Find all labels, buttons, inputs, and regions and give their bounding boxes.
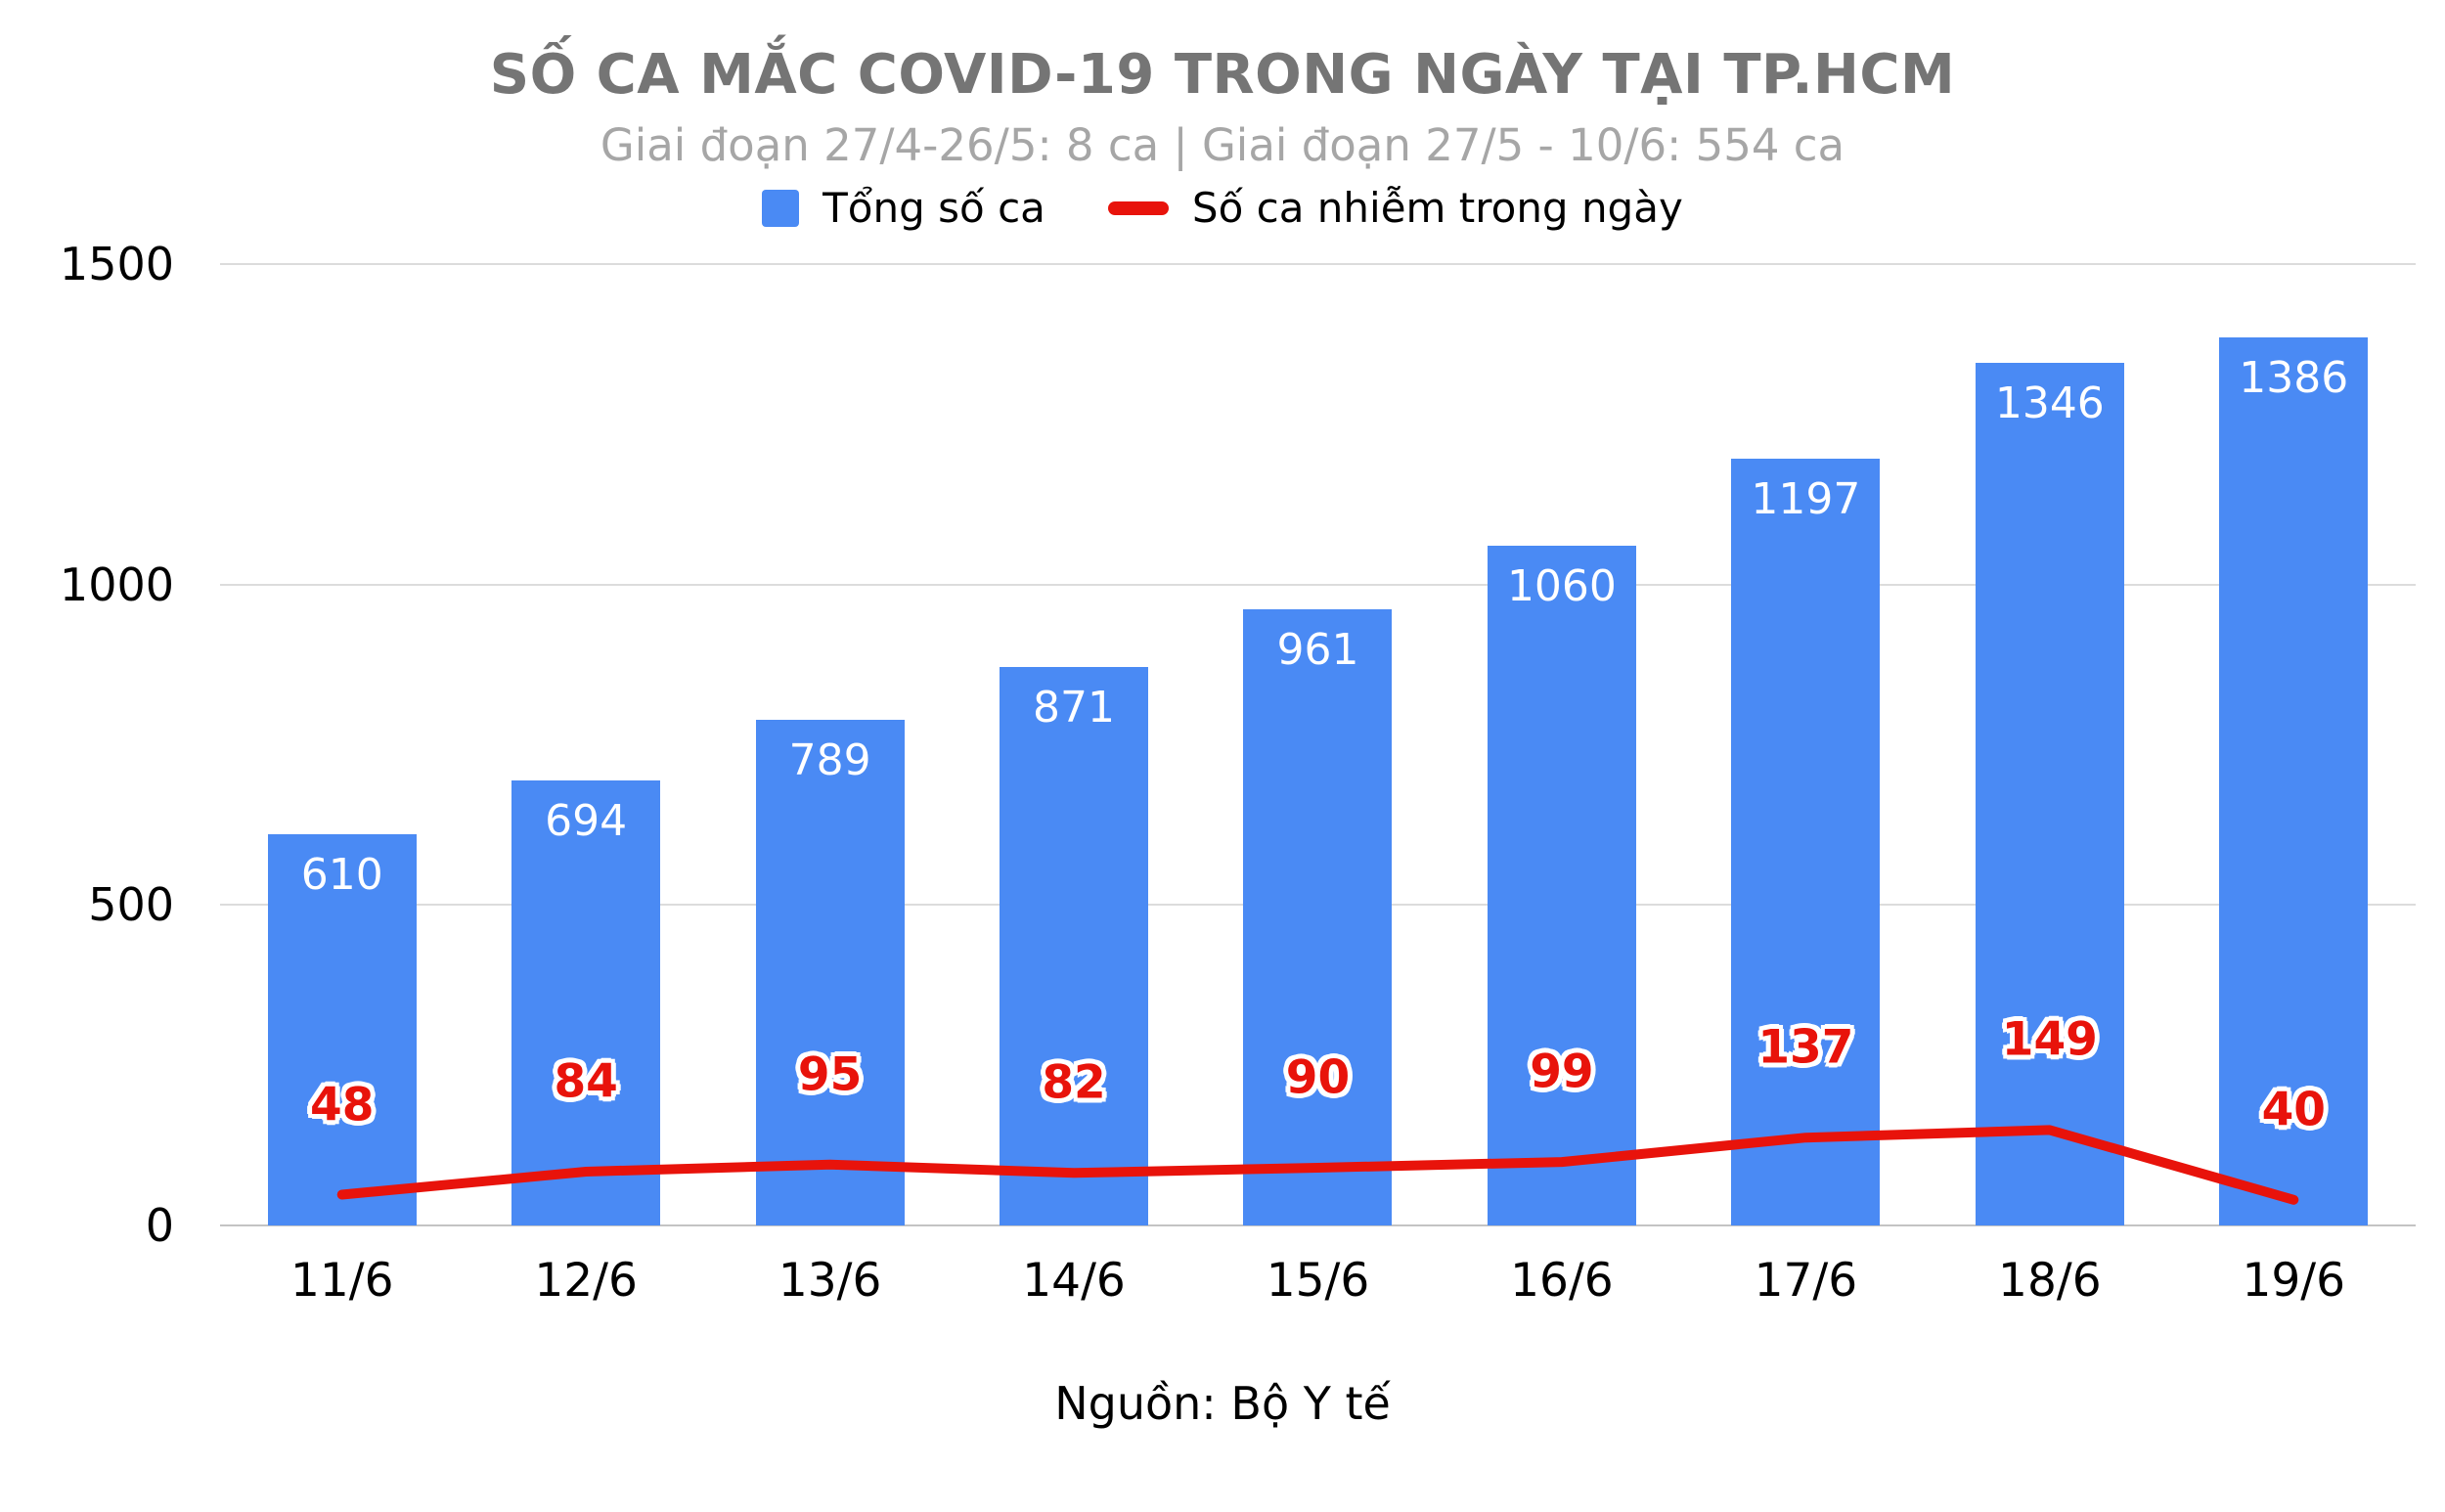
bar-column: 789 <box>708 264 952 1225</box>
y-axis-label: 1000 <box>59 557 174 611</box>
chart-title: SỐ CA MẮC COVID-19 TRONG NGÀY TẠI TP.HCM <box>489 43 1956 107</box>
line-value-label: 137 <box>1757 1020 1854 1075</box>
legend-item-total-cases: Tổng số ca <box>762 184 1045 232</box>
bar-column: 1386 <box>2172 264 2416 1225</box>
bar-total-cases: 1197 <box>1731 458 1881 1225</box>
bar-total-cases: 961 <box>1243 609 1393 1225</box>
legend-label-daily-cases: Số ca nhiễm trong ngày <box>1191 184 1683 232</box>
line-series-swatch-icon <box>1107 200 1169 215</box>
line-value-label: 95 <box>797 1047 863 1102</box>
x-axis-label: 13/6 <box>778 1254 882 1308</box>
bar-total-cases: 1346 <box>1975 362 2124 1225</box>
x-axis-label: 16/6 <box>1510 1254 1614 1308</box>
y-axis: 0 500 1000 1500 <box>0 238 174 1252</box>
bar-value-label: 1197 <box>1751 473 1861 524</box>
bar-value-label: 1060 <box>1506 561 1617 612</box>
source-note: Nguồn: Bộ Y tế <box>1054 1377 1391 1430</box>
line-value-label: 84 <box>554 1054 618 1109</box>
gridline <box>220 583 2416 586</box>
bar-total-cases: 1060 <box>1487 546 1636 1225</box>
legend: Tổng số ca Số ca nhiễm trong ngày <box>0 184 2445 232</box>
bar-series-swatch-icon <box>762 189 800 227</box>
gridline <box>220 1224 2416 1226</box>
bar-column: 1346 <box>1928 264 2171 1225</box>
bar-column: 871 <box>952 264 1195 1225</box>
bar-total-cases: 871 <box>1000 667 1149 1225</box>
bar-value-label: 610 <box>300 850 383 901</box>
y-axis-label: 0 <box>145 1199 174 1252</box>
bar-column: 610 <box>220 264 464 1225</box>
y-axis-label: 500 <box>88 878 174 932</box>
x-axis-label: 18/6 <box>1998 1254 2102 1308</box>
bar-total-cases: 694 <box>511 780 661 1225</box>
line-value-label: 90 <box>1285 1050 1351 1105</box>
bar-value-label: 1346 <box>1994 378 2105 428</box>
bar-total-cases: 1386 <box>2219 336 2369 1225</box>
line-value-label: 99 <box>1530 1045 1594 1099</box>
bar-column: 1197 <box>1684 264 1928 1225</box>
legend-label-total-cases: Tổng số ca <box>822 184 1045 232</box>
x-axis-label: 17/6 <box>1754 1254 1858 1308</box>
line-value-label: 40 <box>2261 1083 2326 1137</box>
line-value-label: 48 <box>310 1078 375 1133</box>
bar-total-cases: 789 <box>755 719 905 1225</box>
plot-area: 610 694 789 871 961 1060 1197 1346 1386 48 84 95 82… <box>220 263 2416 1226</box>
x-axis-label: 15/6 <box>1266 1254 1370 1308</box>
x-axis-label: 11/6 <box>289 1254 394 1308</box>
line-value-label: 149 <box>2001 1012 2098 1067</box>
x-axis-label: 12/6 <box>534 1254 638 1308</box>
chart-subtitle: Giai đoạn 27/4-26/5: 8 ca | Giai đoạn 27… <box>600 119 1845 171</box>
daily-cases-line <box>336 1125 2299 1205</box>
y-axis-label: 1500 <box>59 238 174 290</box>
bar-value-label: 789 <box>788 734 871 785</box>
bar-total-cases: 610 <box>267 834 417 1225</box>
bar-column: 961 <box>1196 264 1440 1225</box>
x-axis-label: 19/6 <box>2242 1254 2346 1308</box>
bar-value-label: 961 <box>1276 625 1359 676</box>
bar-value-label: 694 <box>545 796 628 847</box>
gridline <box>220 263 2416 265</box>
line-series-path <box>336 1125 2299 1205</box>
x-axis: 11/6 12/6 13/6 14/6 15/6 16/6 17/6 18/6 19/6 <box>220 1254 2416 1322</box>
bar-column: 1060 <box>1440 264 1683 1225</box>
x-axis-label: 14/6 <box>1022 1254 1126 1308</box>
bar-column: 694 <box>464 264 707 1225</box>
legend-item-daily-cases: Số ca nhiễm trong ngày <box>1107 184 1683 232</box>
line-value-label: 82 <box>1042 1055 1106 1110</box>
bar-value-label: 871 <box>1033 683 1116 734</box>
bar-value-label: 1386 <box>2239 352 2349 403</box>
